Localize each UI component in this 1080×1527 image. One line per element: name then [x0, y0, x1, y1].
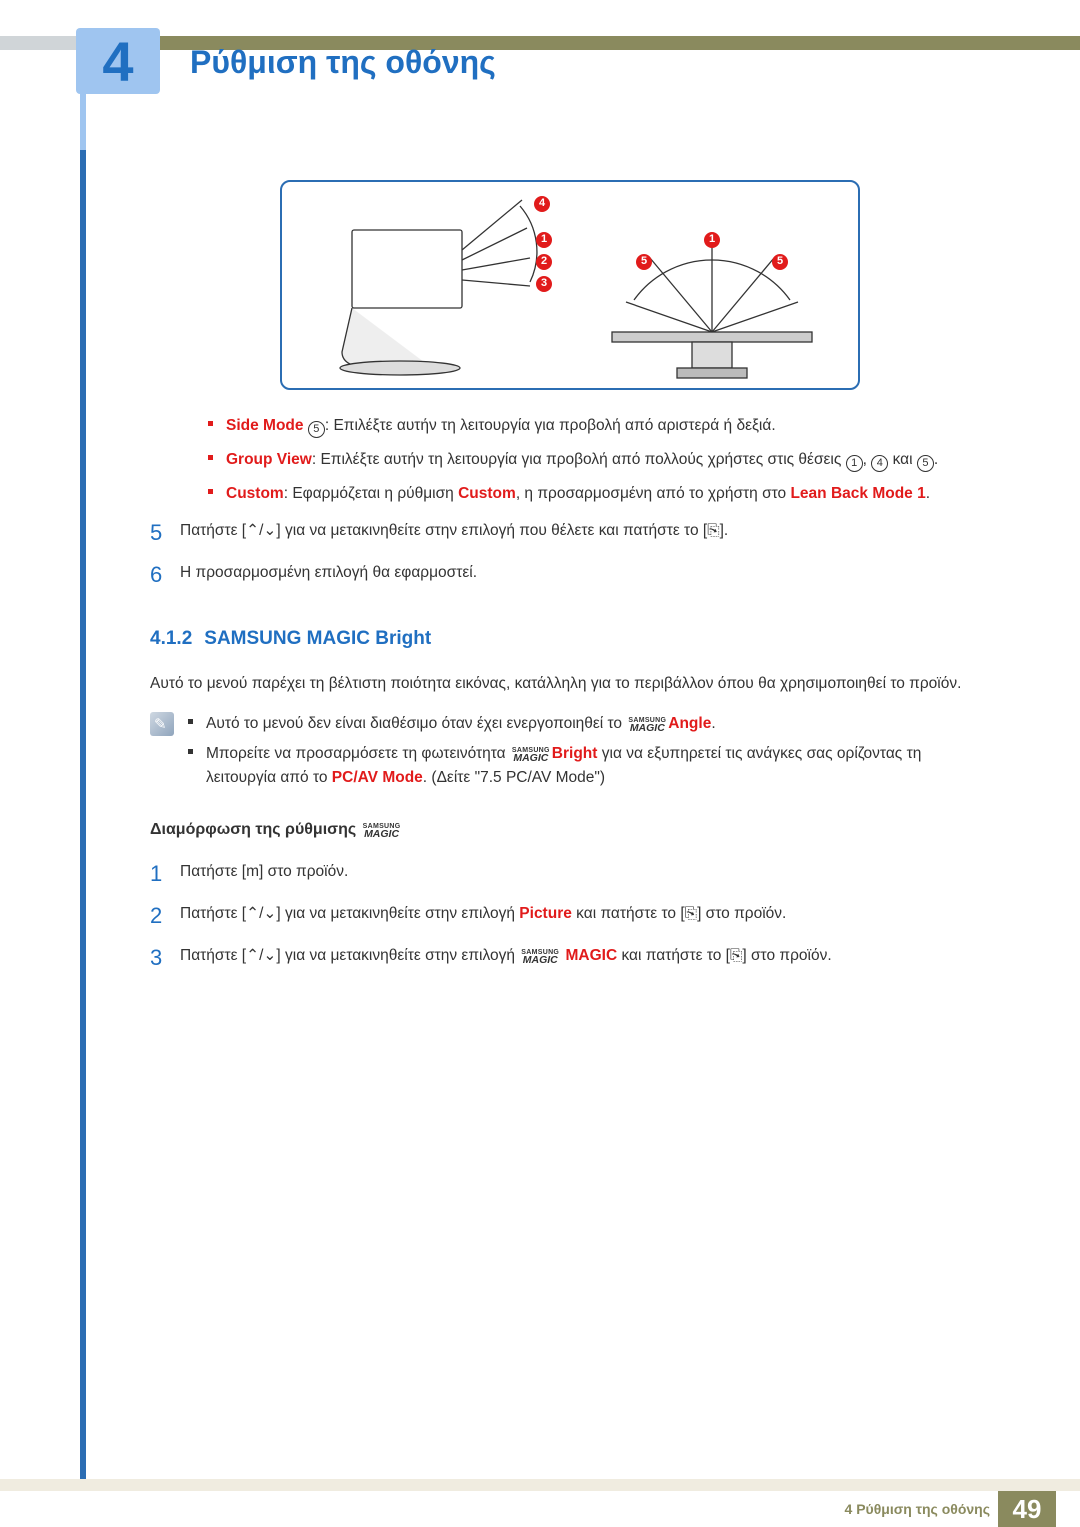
- samsung-magic-brand: SAMSUNGMAGIC: [628, 718, 666, 732]
- page-footer: 4 Ρύθμιση της οθόνης 49: [0, 1479, 1080, 1527]
- samsung-magic-brand: SAMSUNGMAGIC: [521, 950, 559, 964]
- cfg-step-1-text: Πατήστε [m] στο προϊόν.: [180, 857, 990, 891]
- step-text: Πατήστε [⌃/⌄] για να μετακινηθείτε στην …: [180, 905, 519, 922]
- note-bright: Bright: [552, 745, 598, 762]
- note-angle: Angle: [668, 715, 711, 732]
- mode-list: Side Mode 5: Επιλέξτε αυτήν τη λειτουργί…: [208, 414, 990, 506]
- diagram-dot: 2: [536, 254, 552, 270]
- custom-label: Custom: [226, 485, 284, 502]
- group-tail: και: [893, 451, 917, 468]
- step-5: 5 Πατήστε [⌃/⌄] για να μετακινηθείτε στη…: [150, 516, 990, 550]
- viewing-angle-diagram: 4 1 2 3 1 5 5: [280, 180, 860, 390]
- side-mode-text: : Επιλέξτε αυτήν τη λειτουργία για προβο…: [325, 417, 776, 434]
- diagram-dot: 5: [636, 254, 652, 270]
- picture-label: Picture: [519, 905, 572, 922]
- cfg-step-2: 2 Πατήστε [⌃/⌄] για να μετακινηθείτε στη…: [150, 899, 990, 933]
- group-view-label: Group View: [226, 451, 312, 468]
- cfg-step-1: 1 Πατήστε [m] στο προϊόν.: [150, 857, 990, 891]
- step-6: 6 Η προσαρμοσμένη επιλογή θα εφαρμοστεί.: [150, 558, 990, 592]
- custom-inline: Custom: [458, 485, 516, 502]
- cfg-step-3-text: Πατήστε [⌃/⌄] για να μετακινηθείτε στην …: [180, 941, 990, 975]
- note-icon: [150, 712, 174, 736]
- note-block: Αυτό το μενού δεν είναι διαθέσιμο όταν έ…: [150, 712, 990, 796]
- mode-group: Group View: Επιλέξτε αυτήν τη λειτουργία…: [208, 448, 990, 472]
- diagram-dot: 1: [704, 232, 720, 248]
- diagram-dot: 4: [534, 196, 550, 212]
- custom-tail: .: [926, 485, 930, 502]
- step-text: και πατήστε το [⎘] στο προϊόν.: [621, 947, 831, 964]
- note-text: Μπορείτε να προσαρμόσετε τη φωτεινότητα: [206, 745, 510, 762]
- cfg-step-3: 3 Πατήστε [⌃/⌄] για να μετακινηθείτε στη…: [150, 941, 990, 975]
- config-subheading: Διαμόρφωση της ρύθμισης SAMSUNGMAGIC: [150, 818, 990, 843]
- custom-text1: : Εφαρμόζεται η ρύθμιση: [284, 485, 458, 502]
- custom-text2: , η προσαρμοσμένη από το χρήστη στο: [516, 485, 791, 502]
- mode-side: Side Mode 5: Επιλέξτε αυτήν τη λειτουργί…: [208, 414, 990, 438]
- footer-page-number: 49: [998, 1491, 1056, 1527]
- section-title: SAMSUNG MAGIC Bright: [204, 628, 431, 649]
- subhead-text: Διαμόρφωση της ρύθμισης: [150, 821, 361, 838]
- step-text: Πατήστε [⌃/⌄] για να μετακινηθείτε στην …: [180, 947, 519, 964]
- diagram-dot: 3: [536, 276, 552, 292]
- side-mode-label: Side Mode: [226, 417, 304, 434]
- note-item: Μπορείτε να προσαρμόσετε τη φωτεινότητα …: [188, 742, 990, 790]
- footer-chapter-text: 4 Ρύθμιση της οθόνης: [845, 1501, 990, 1517]
- top-border: [0, 36, 1080, 50]
- step-text: και πατήστε το [⎘] στο προϊόν.: [576, 905, 786, 922]
- samsung-magic-brand: SAMSUNGMAGIC: [363, 824, 401, 838]
- mode-custom: Custom: Εφαρμόζεται η ρύθμιση Custom, η …: [208, 482, 990, 506]
- step-6-text: Η προσαρμοσμένη επιλογή θα εφαρμοστεί.: [180, 558, 990, 592]
- circle-number: 4: [871, 455, 888, 472]
- diagram-dot: 5: [772, 254, 788, 270]
- diagram-svg: [282, 182, 858, 388]
- chapter-title: Ρύθμιση της οθόνης: [190, 44, 496, 81]
- left-rail: [80, 50, 86, 1527]
- magic-label: MAGIC: [566, 947, 618, 964]
- lean-back-label: Lean Back Mode 1: [790, 485, 925, 502]
- step-5-text: Πατήστε [⌃/⌄] για να μετακινηθείτε στην …: [180, 516, 990, 550]
- group-view-text: : Επιλέξτε αυτήν τη λειτουργία για προβο…: [312, 451, 846, 468]
- circle-number: 5: [308, 421, 325, 438]
- note-text: Αυτό το μενού δεν είναι διαθέσιμο όταν έ…: [206, 715, 626, 732]
- note-item: Αυτό το μενού δεν είναι διαθέσιμο όταν έ…: [188, 712, 990, 736]
- section-intro: Αυτό το μενού παρέχει τη βέλτιστη ποιότη…: [150, 672, 990, 696]
- cfg-step-2-text: Πατήστε [⌃/⌄] για να μετακινηθείτε στην …: [180, 899, 990, 933]
- section-heading: 4.1.2 SAMSUNG MAGIC Bright: [150, 624, 990, 653]
- circle-number: 5: [917, 455, 934, 472]
- section-number: 4.1.2: [150, 628, 192, 649]
- diagram-dot: 1: [536, 232, 552, 248]
- circle-number: 1: [846, 455, 863, 472]
- chapter-number-badge: 4: [76, 28, 160, 94]
- note-pcav: PC/AV Mode: [332, 769, 423, 786]
- samsung-magic-brand: SAMSUNGMAGIC: [512, 748, 550, 762]
- page-content: 4 1 2 3 1 5 5 Side Mode 5: Επιλέξτε αυτή…: [150, 180, 990, 983]
- note-text: . (Δείτε "7.5 PC/AV Mode"): [423, 769, 605, 786]
